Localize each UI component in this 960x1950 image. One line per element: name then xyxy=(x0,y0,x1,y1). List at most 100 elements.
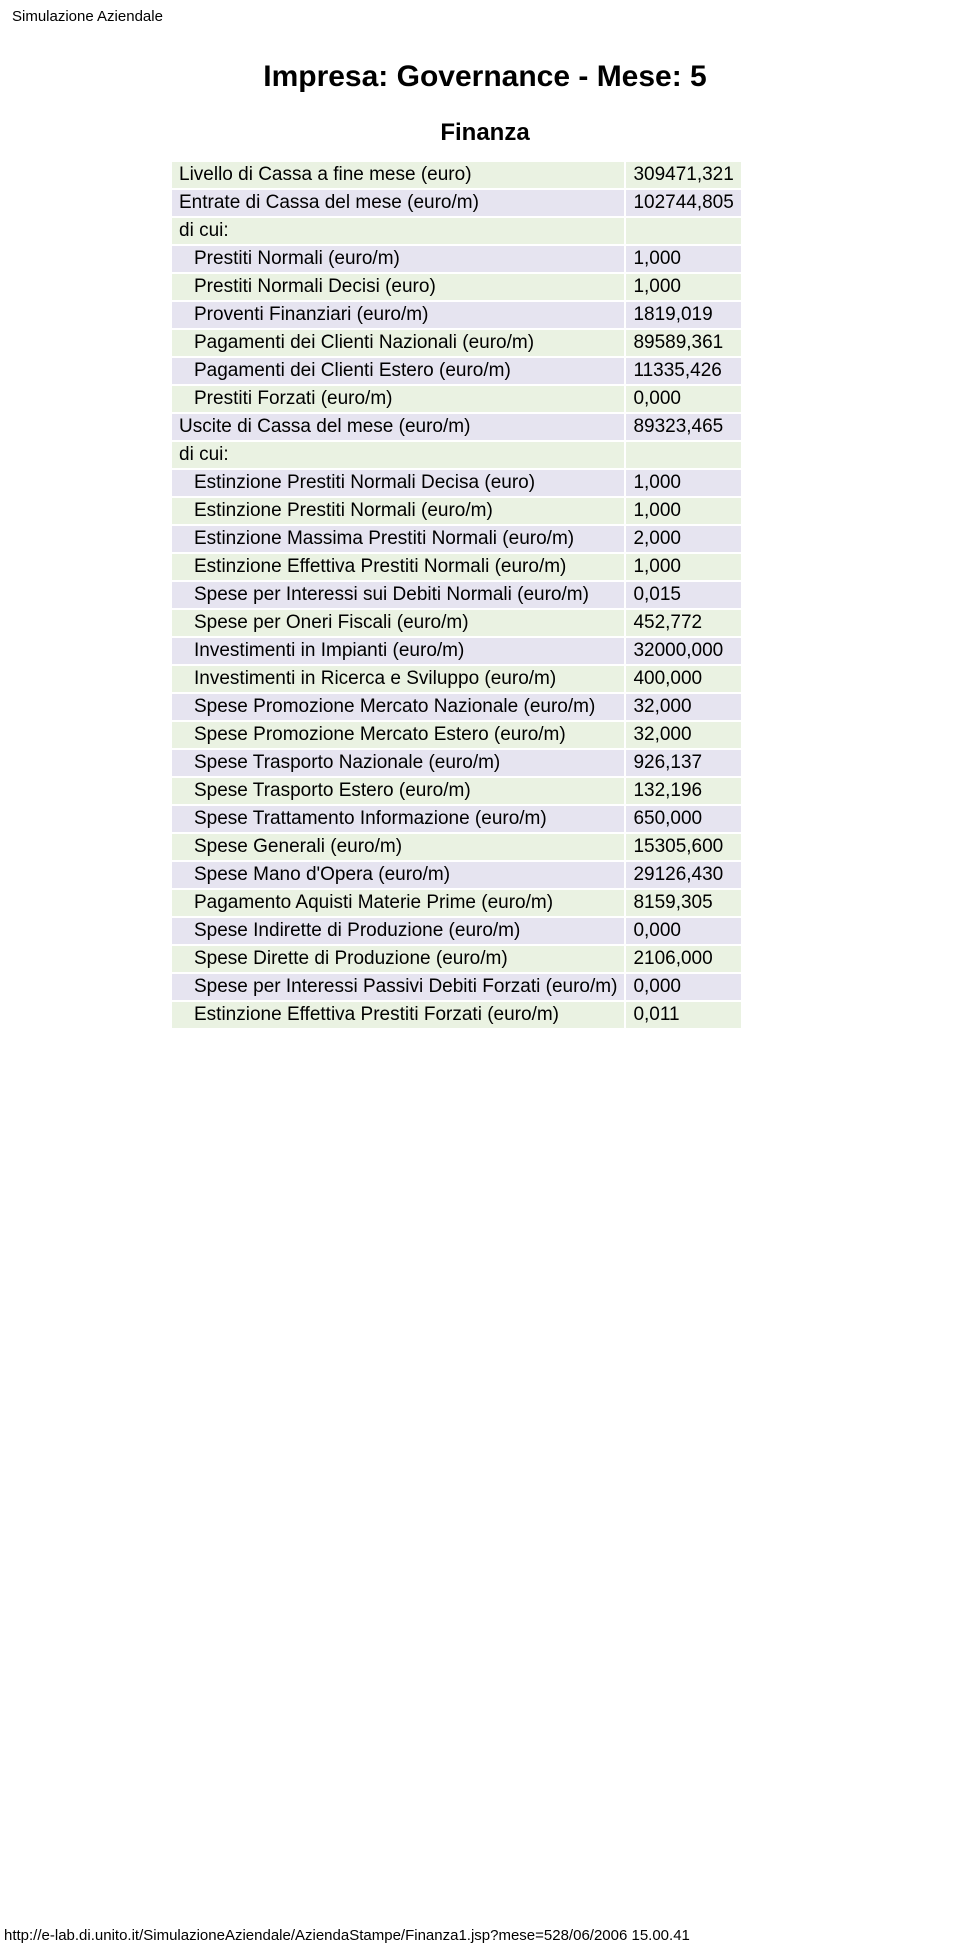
row-label: Spese per Interessi Passivi Debiti Forza… xyxy=(172,974,624,1000)
row-value: 309471,321 xyxy=(626,162,740,188)
table-row: Spese Trasporto Nazionale (euro/m)926,13… xyxy=(172,750,741,776)
table-row: Pagamenti dei Clienti Nazionali (euro/m)… xyxy=(172,330,741,356)
table-row: Spese Trattamento Informazione (euro/m)6… xyxy=(172,806,741,832)
page-title: Impresa: Governance - Mese: 5 xyxy=(170,60,800,94)
row-label: Livello di Cassa a fine mese (euro) xyxy=(172,162,624,188)
table-row: Estinzione Prestiti Normali Decisa (euro… xyxy=(172,470,741,496)
table-row: Pagamenti dei Clienti Estero (euro/m)113… xyxy=(172,358,741,384)
row-value: 0,000 xyxy=(626,974,740,1000)
row-label: Entrate di Cassa del mese (euro/m) xyxy=(172,190,624,216)
table-row: di cui: xyxy=(172,442,741,468)
row-label: Prestiti Normali (euro/m) xyxy=(172,246,624,272)
table-row: Spese Generali (euro/m)15305,600 xyxy=(172,834,741,860)
row-label: Estinzione Effettiva Prestiti Forzati (e… xyxy=(172,1002,624,1028)
row-label: Prestiti Forzati (euro/m) xyxy=(172,386,624,412)
table-row: Spese per Oneri Fiscali (euro/m)452,772 xyxy=(172,610,741,636)
table-row: Proventi Finanziari (euro/m)1819,019 xyxy=(172,302,741,328)
table-row: Estinzione Prestiti Normali (euro/m)1,00… xyxy=(172,498,741,524)
row-value: 32,000 xyxy=(626,694,740,720)
table-row: Spese Promozione Mercato Nazionale (euro… xyxy=(172,694,741,720)
row-label: Spese Promozione Mercato Nazionale (euro… xyxy=(172,694,624,720)
row-label: Pagamenti dei Clienti Nazionali (euro/m) xyxy=(172,330,624,356)
page-header-small: Simulazione Aziendale xyxy=(12,8,950,25)
row-value: 1,000 xyxy=(626,554,740,580)
row-value: 29126,430 xyxy=(626,862,740,888)
table-row: Spese Promozione Mercato Estero (euro/m)… xyxy=(172,722,741,748)
row-value: 650,000 xyxy=(626,806,740,832)
row-value: 400,000 xyxy=(626,666,740,692)
table-row: Prestiti Normali Decisi (euro)1,000 xyxy=(172,274,741,300)
table-row: Investimenti in Impianti (euro/m)32000,0… xyxy=(172,638,741,664)
table-row: Spese Dirette di Produzione (euro/m)2106… xyxy=(172,946,741,972)
row-label: Spese Trasporto Nazionale (euro/m) xyxy=(172,750,624,776)
row-label: Proventi Finanziari (euro/m) xyxy=(172,302,624,328)
table-row: Prestiti Forzati (euro/m)0,000 xyxy=(172,386,741,412)
row-label: Spese Dirette di Produzione (euro/m) xyxy=(172,946,624,972)
row-value: 1,000 xyxy=(626,498,740,524)
row-value: 102744,805 xyxy=(626,190,740,216)
row-label: Spese Promozione Mercato Estero (euro/m) xyxy=(172,722,624,748)
table-row: Uscite di Cassa del mese (euro/m)89323,4… xyxy=(172,414,741,440)
row-label: Estinzione Massima Prestiti Normali (eur… xyxy=(172,526,624,552)
row-value xyxy=(626,442,740,468)
table-row: Spese per Interessi Passivi Debiti Forza… xyxy=(172,974,741,1000)
row-value: 15305,600 xyxy=(626,834,740,860)
row-label: Spese Generali (euro/m) xyxy=(172,834,624,860)
row-label: Investimenti in Ricerca e Sviluppo (euro… xyxy=(172,666,624,692)
row-label: Spese Trattamento Informazione (euro/m) xyxy=(172,806,624,832)
row-value: 89589,361 xyxy=(626,330,740,356)
row-value: 2,000 xyxy=(626,526,740,552)
row-value: 32,000 xyxy=(626,722,740,748)
row-value: 132,196 xyxy=(626,778,740,804)
row-label: Pagamento Aquisti Materie Prime (euro/m) xyxy=(172,890,624,916)
table-row: Estinzione Massima Prestiti Normali (eur… xyxy=(172,526,741,552)
content-area: Impresa: Governance - Mese: 5 Finanza Li… xyxy=(170,60,950,1030)
table-row: Pagamento Aquisti Materie Prime (euro/m)… xyxy=(172,890,741,916)
row-value: 1819,019 xyxy=(626,302,740,328)
row-value: 1,000 xyxy=(626,246,740,272)
row-label: Spese per Oneri Fiscali (euro/m) xyxy=(172,610,624,636)
row-value xyxy=(626,218,740,244)
row-value: 11335,426 xyxy=(626,358,740,384)
table-row: Spese per Interessi sui Debiti Normali (… xyxy=(172,582,741,608)
row-label: Investimenti in Impianti (euro/m) xyxy=(172,638,624,664)
row-label: Spese per Interessi sui Debiti Normali (… xyxy=(172,582,624,608)
row-label: Pagamenti dei Clienti Estero (euro/m) xyxy=(172,358,624,384)
row-value: 1,000 xyxy=(626,470,740,496)
row-value: 0,000 xyxy=(626,918,740,944)
row-value: 2106,000 xyxy=(626,946,740,972)
row-value: 0,015 xyxy=(626,582,740,608)
row-label: Uscite di Cassa del mese (euro/m) xyxy=(172,414,624,440)
row-value: 89323,465 xyxy=(626,414,740,440)
finance-table-body: Livello di Cassa a fine mese (euro)30947… xyxy=(172,162,741,1028)
row-label: Spese Trasporto Estero (euro/m) xyxy=(172,778,624,804)
footer-url: http://e-lab.di.unito.it/SimulazioneAzie… xyxy=(4,1927,690,1944)
table-row: di cui: xyxy=(172,218,741,244)
table-row: Entrate di Cassa del mese (euro/m)102744… xyxy=(172,190,741,216)
row-value: 452,772 xyxy=(626,610,740,636)
table-row: Spese Indirette di Produzione (euro/m)0,… xyxy=(172,918,741,944)
row-value: 1,000 xyxy=(626,274,740,300)
table-row: Estinzione Effettiva Prestiti Normali (e… xyxy=(172,554,741,580)
row-label: di cui: xyxy=(172,218,624,244)
row-value: 0,000 xyxy=(626,386,740,412)
row-label: Spese Indirette di Produzione (euro/m) xyxy=(172,918,624,944)
row-label: Spese Mano d'Opera (euro/m) xyxy=(172,862,624,888)
row-value: 0,011 xyxy=(626,1002,740,1028)
page-root: Simulazione Aziendale Impresa: Governanc… xyxy=(0,0,960,1950)
row-label: Estinzione Prestiti Normali (euro/m) xyxy=(172,498,624,524)
row-label: Estinzione Prestiti Normali Decisa (euro… xyxy=(172,470,624,496)
row-value: 8159,305 xyxy=(626,890,740,916)
table-row: Estinzione Effettiva Prestiti Forzati (e… xyxy=(172,1002,741,1028)
table-row: Livello di Cassa a fine mese (euro)30947… xyxy=(172,162,741,188)
row-label: Estinzione Effettiva Prestiti Normali (e… xyxy=(172,554,624,580)
page-subtitle: Finanza xyxy=(170,119,800,147)
table-row: Prestiti Normali (euro/m)1,000 xyxy=(172,246,741,272)
row-value: 32000,000 xyxy=(626,638,740,664)
table-row: Investimenti in Ricerca e Sviluppo (euro… xyxy=(172,666,741,692)
row-label: Prestiti Normali Decisi (euro) xyxy=(172,274,624,300)
table-row: Spese Mano d'Opera (euro/m)29126,430 xyxy=(172,862,741,888)
table-row: Spese Trasporto Estero (euro/m)132,196 xyxy=(172,778,741,804)
row-label: di cui: xyxy=(172,442,624,468)
finance-table: Livello di Cassa a fine mese (euro)30947… xyxy=(170,160,743,1030)
